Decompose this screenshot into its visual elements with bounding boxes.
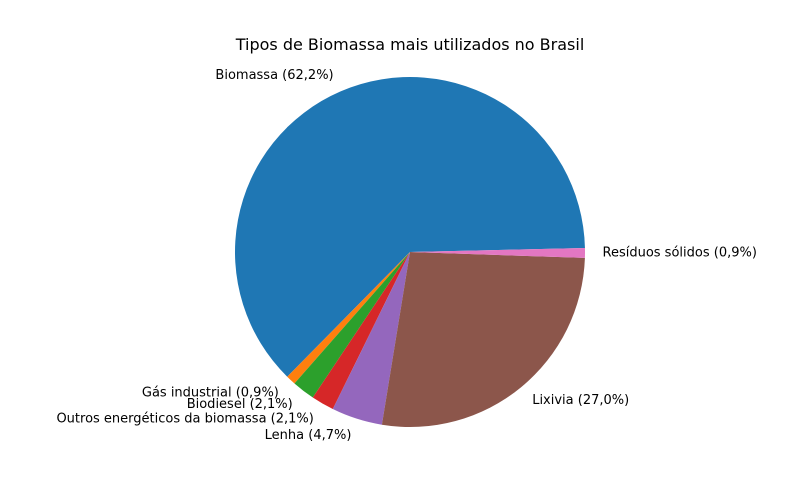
chart-title: Tipos de Biomassa mais utilizados no Bra… bbox=[235, 35, 585, 54]
pie-slice-label: Biodiesel (2,1%) bbox=[187, 397, 293, 412]
pie-slice-label: Biomassa (62,2%) bbox=[215, 68, 333, 83]
pie-labels: Biomassa (62,2%) Gás industrial (0,9%)Bio… bbox=[56, 68, 756, 443]
pie-slice bbox=[410, 248, 585, 258]
pie-slice bbox=[234, 76, 585, 377]
pie-slice-label: Outros energéticos da biomassa (2,1%) bbox=[56, 411, 313, 426]
pie-slice bbox=[332, 252, 410, 425]
pie-slice-label: Resíduos sólidos (0,9%) bbox=[603, 246, 757, 261]
pie-slice-label: Lenha (4,7%) bbox=[265, 428, 352, 443]
pie-slice bbox=[312, 252, 410, 410]
pie-slice-label: Gás industrial (0,9%) bbox=[142, 385, 279, 400]
pie-slice bbox=[294, 252, 410, 398]
pie-slice bbox=[287, 252, 410, 384]
pie-slice-label: Lixivia (27,0%) bbox=[532, 393, 629, 408]
pie-slices bbox=[234, 76, 585, 428]
pie-slice bbox=[381, 252, 585, 428]
